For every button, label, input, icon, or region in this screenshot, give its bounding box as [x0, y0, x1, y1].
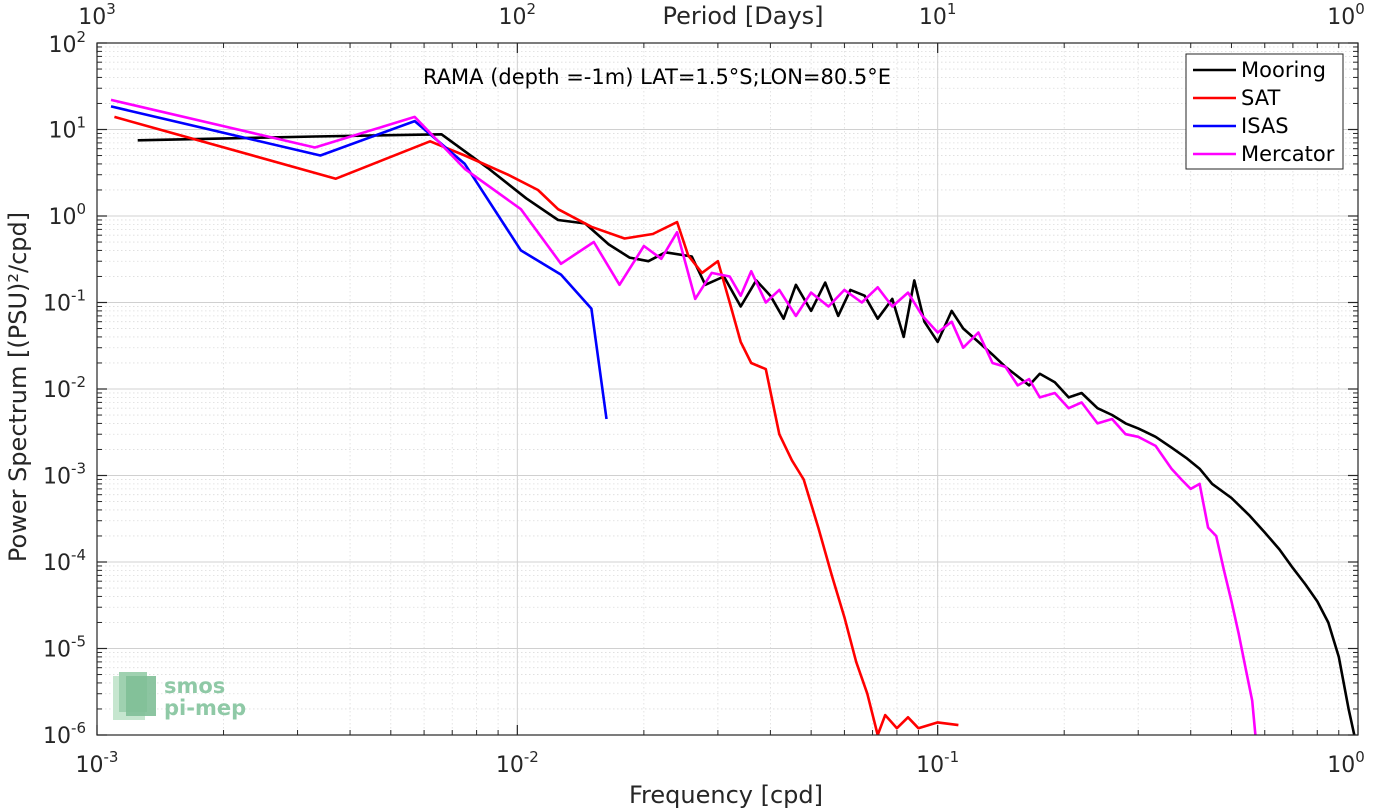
top-tick-label: 101: [919, 0, 957, 30]
series-line-isas: [110, 105, 608, 420]
top-tick-label: 102: [499, 0, 537, 30]
series-line-sat: [114, 115, 959, 735]
legend-label-mooring: Mooring: [1241, 58, 1326, 82]
y-tick-label: 10-1: [43, 287, 86, 317]
axis-ticks: [96, 42, 1359, 736]
logo-shape-front: [126, 676, 156, 716]
x-tick-label: 10-3: [76, 748, 119, 778]
logo-text-smos: smos: [164, 674, 225, 698]
y-tick-label: 100: [48, 200, 86, 230]
y-tick-label: 10-2: [43, 373, 86, 403]
x-tick-label: 10-1: [916, 748, 959, 778]
y-tick-label: 10-3: [43, 460, 86, 490]
top-axis-label: Period [Days]: [662, 2, 823, 30]
smos-pi-mep-logo: smos pi-mep: [113, 672, 246, 720]
legend-label-mercator: Mercator: [1241, 142, 1335, 166]
legend-label-sat: SAT: [1241, 86, 1280, 110]
y-tick-label: 10-6: [43, 719, 86, 749]
series-line-mercator: [110, 98, 1257, 735]
legend: Mooring SAT ISAS Mercator: [1185, 53, 1344, 170]
y-tick-label: 102: [48, 28, 86, 58]
minor-grid: [97, 43, 1358, 735]
x-tick-label: 100: [1327, 748, 1365, 778]
x-tick-label: 10-2: [496, 748, 539, 778]
y-axis-label: Power Spectrum [(PSU)²/cpd]: [4, 212, 32, 562]
legend-box: [1185, 53, 1344, 170]
legend-label-isas: ISAS: [1241, 114, 1289, 138]
logo-text-pi-mep: pi-mep: [164, 696, 246, 720]
top-tick-label: 103: [78, 0, 116, 30]
x-axis-label: Frequency [cpd]: [629, 781, 823, 809]
y-tick-label: 10-5: [43, 633, 86, 663]
chart-title: RAMA (depth =-1m) LAT=1.5°S;LON=80.5°E: [423, 65, 891, 89]
series-layer: [110, 98, 1356, 735]
top-tick-label: 100: [1327, 0, 1365, 30]
y-tick-label: 101: [48, 114, 86, 144]
y-tick-label: 10-4: [43, 546, 86, 576]
